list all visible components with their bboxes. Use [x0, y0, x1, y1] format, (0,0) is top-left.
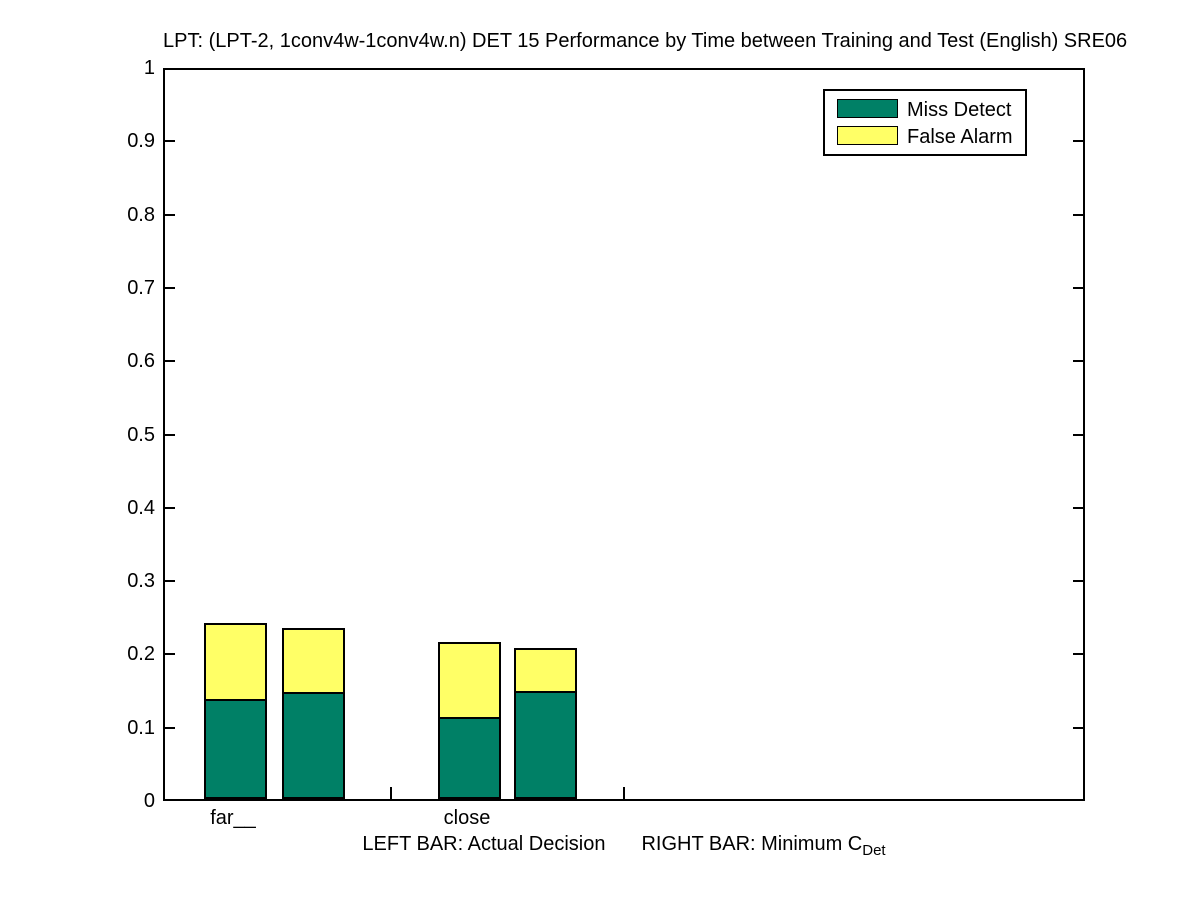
bar-segment-false-alarm — [514, 648, 577, 693]
bar-segment-false-alarm — [204, 623, 267, 701]
y-tick-left — [165, 506, 175, 509]
y-tick-right — [1073, 726, 1083, 729]
y-tick-label: 0.4 — [127, 496, 155, 519]
y-tick-right — [1073, 286, 1083, 289]
legend-swatch-miss-detect — [837, 99, 898, 118]
y-tick-left — [165, 140, 175, 143]
y-tick-right — [1073, 433, 1083, 436]
bar-segment-miss-detect — [282, 692, 345, 799]
bar-segment-miss-detect — [204, 699, 267, 799]
legend-swatch-false-alarm — [837, 126, 898, 145]
right-bar-note-subscript: Det — [862, 842, 886, 859]
y-tick-left — [165, 213, 175, 216]
legend-label-false-alarm: False Alarm — [907, 126, 1013, 148]
y-tick-right — [1073, 506, 1083, 509]
bar-segment-false-alarm — [438, 642, 501, 719]
legend: Miss Detect False Alarm — [823, 89, 1027, 156]
y-tick-left — [165, 360, 175, 363]
y-tick-label: 0.2 — [127, 643, 155, 666]
y-tick-label: 0.9 — [127, 130, 155, 153]
y-tick-right — [1073, 140, 1083, 143]
bar-segment-false-alarm — [282, 628, 345, 694]
y-tick-right — [1073, 213, 1083, 216]
y-tick-left — [165, 286, 175, 289]
bar-meaning-note: LEFT BAR: Actual Decision RIGHT BAR: Mini… — [163, 833, 1085, 859]
plot-area — [163, 68, 1085, 801]
y-tick-left — [165, 726, 175, 729]
y-tick-label: 0.8 — [127, 203, 155, 226]
y-tick-label: 0.5 — [127, 423, 155, 446]
y-tick-label: 1 — [143, 57, 155, 79]
y-tick-label: 0.7 — [127, 276, 155, 299]
x-tick — [623, 787, 625, 799]
y-tick-right — [1073, 580, 1083, 583]
y-tick-label: 0.3 — [127, 570, 155, 593]
right-bar-note: RIGHT BAR: Minimum C — [641, 833, 863, 855]
bar-segment-miss-detect — [514, 691, 577, 799]
x-tick — [390, 787, 392, 799]
y-tick-right — [1073, 653, 1083, 656]
y-tick-label: 0 — [143, 790, 155, 812]
y-tick-right — [1073, 360, 1083, 363]
x-axis-label-far: far__ — [210, 807, 256, 829]
y-tick-label: 0.6 — [127, 350, 155, 373]
y-tick-left — [165, 433, 175, 436]
y-tick-left — [165, 653, 175, 656]
legend-label-miss-detect: Miss Detect — [907, 99, 1012, 121]
y-tick-label: 0.1 — [127, 716, 155, 739]
bar-segment-miss-detect — [438, 717, 501, 799]
left-bar-note: LEFT BAR: Actual Decision — [362, 833, 606, 855]
y-tick-left — [165, 580, 175, 583]
x-axis-label-close: close — [443, 807, 491, 829]
chart-title: LPT: (LPT-2, 1conv4w-1conv4w.n) DET 15 P… — [163, 30, 1128, 52]
